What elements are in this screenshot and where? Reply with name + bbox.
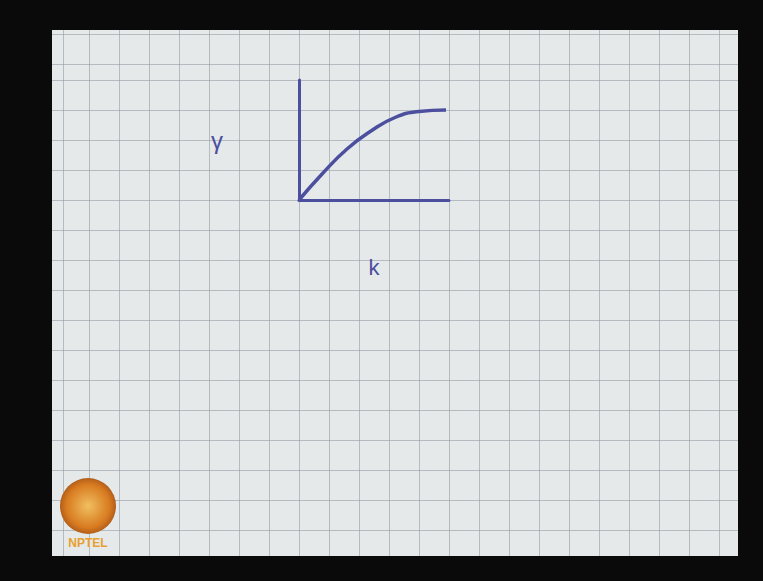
html-text:NPTEL: NPTEL [68, 536, 108, 550]
svg-text:k: k [369, 255, 381, 280]
svg-text:γ: γ [211, 127, 223, 154]
